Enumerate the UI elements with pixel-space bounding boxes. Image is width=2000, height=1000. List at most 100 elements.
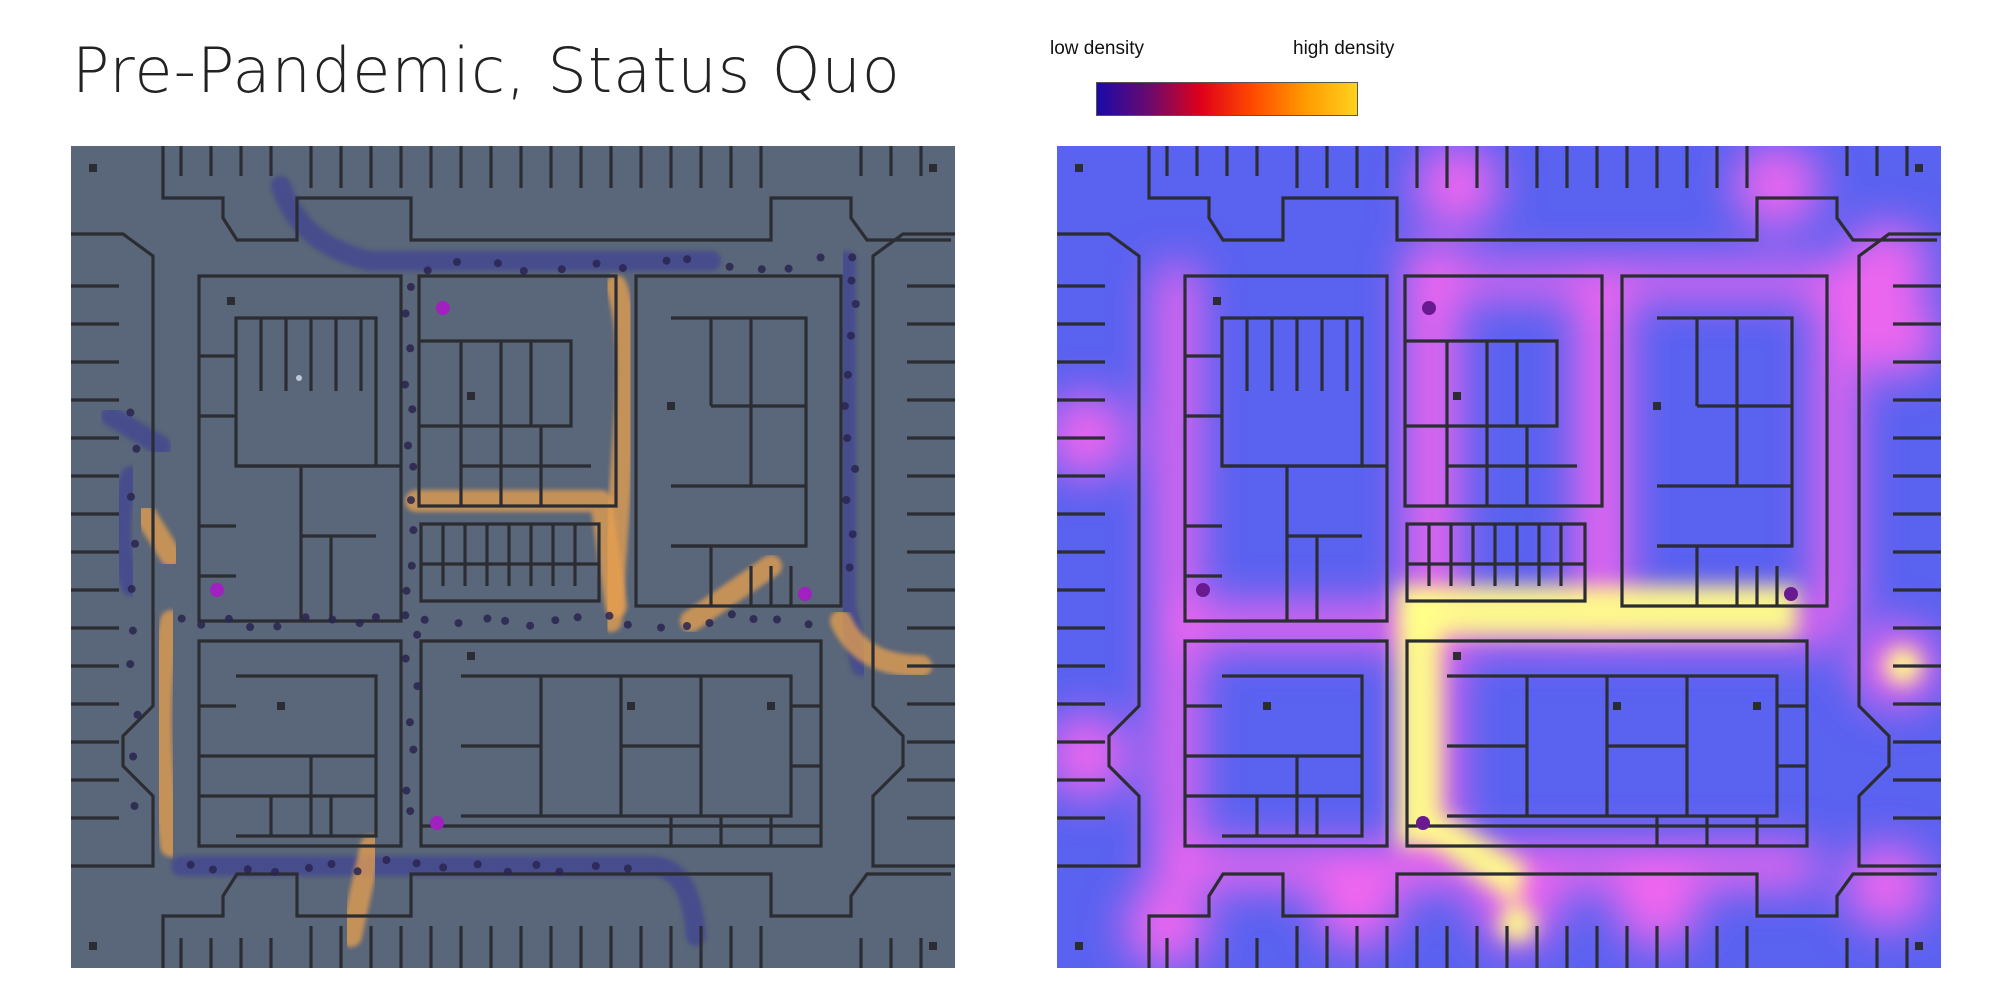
blue-occupant-paths <box>101 166 931 946</box>
wall-segment <box>419 639 823 848</box>
orange-path <box>150 610 182 857</box>
occupant-dot <box>407 561 416 570</box>
occupant-dot <box>129 752 138 761</box>
column-marker <box>1075 164 1083 172</box>
occupant-dot <box>453 258 461 266</box>
density-blob <box>1125 884 1209 968</box>
occupant-dot <box>840 402 849 410</box>
occupant-dot <box>412 859 421 868</box>
wall-segment <box>1657 318 1792 488</box>
occupant-dot <box>404 441 412 450</box>
occupant-dot <box>408 405 417 414</box>
light-dot <box>296 375 302 381</box>
occupant-dot <box>128 626 137 635</box>
occupant-dot <box>773 615 781 624</box>
blue-path <box>271 176 721 271</box>
column-marker <box>467 392 475 400</box>
occupant-dot <box>197 620 206 629</box>
wall-segment <box>1185 354 1222 578</box>
density-heatmap-panel <box>1057 146 1941 968</box>
occupant-dot <box>501 616 510 625</box>
occupant-dot <box>851 300 860 308</box>
occupant-dot <box>851 464 860 473</box>
floorplan-background <box>71 146 955 968</box>
wall-segment <box>669 816 773 846</box>
column-marker <box>1613 702 1621 710</box>
occupant-dot <box>843 370 852 379</box>
occupant-dot <box>555 867 564 876</box>
occupant-dot <box>406 282 415 291</box>
wall-segment <box>1183 639 1389 848</box>
wall-segment <box>1405 522 1587 603</box>
occupant-dot <box>132 444 141 453</box>
wall-segment <box>197 639 403 848</box>
high-density-blob <box>1499 906 1535 942</box>
occupant-dot <box>845 563 854 572</box>
legend-low-label: low density <box>1050 38 1144 59</box>
occupant-dot <box>662 256 671 265</box>
occupant-dot <box>683 255 692 264</box>
occupant-dot <box>705 619 714 627</box>
occupant-dot <box>749 615 758 623</box>
wall-segment <box>161 872 951 968</box>
occupant-dot <box>846 331 855 340</box>
occupant-dot <box>592 259 601 268</box>
occupant-dot <box>439 863 448 872</box>
occupant-dot <box>371 613 380 622</box>
column-marker <box>1453 392 1461 400</box>
wall-segment <box>299 466 376 621</box>
occupant-dot <box>847 276 856 285</box>
occupant-dot <box>127 492 135 501</box>
column-marker <box>89 164 97 172</box>
wall-segment <box>1183 274 1389 623</box>
highlight-dot <box>430 816 444 830</box>
wall-segment <box>461 676 703 816</box>
marker-dots <box>1196 301 1798 830</box>
orange-path <box>135 505 182 567</box>
column-marker <box>467 652 475 660</box>
occupant-dot <box>843 434 852 443</box>
occupant-dot <box>454 619 463 628</box>
wall-segment <box>419 522 601 603</box>
column-marker <box>227 297 235 305</box>
occupant-dot <box>657 623 665 632</box>
highlight-dot <box>436 301 450 315</box>
occupant-dot <box>246 623 255 631</box>
wall-segment <box>1405 639 1809 848</box>
density-region <box>1407 264 1857 296</box>
legend-high-label: high density <box>1293 38 1395 59</box>
wall-segment <box>1407 704 1807 828</box>
occupant-dot <box>727 610 736 619</box>
occupant-dot <box>532 860 541 869</box>
page-title: Pre-Pandemic, Status Quo <box>72 34 901 107</box>
blue-path <box>171 856 706 946</box>
occupant-dot <box>305 863 313 872</box>
highlight-dot <box>798 587 812 601</box>
occupant-dot <box>503 867 512 876</box>
wall-segment <box>419 339 573 428</box>
floorplan-walls <box>71 146 955 968</box>
occupant-dot <box>273 622 282 631</box>
column-marker <box>1263 702 1271 710</box>
density-blob <box>1855 294 1939 378</box>
occupant-dot <box>208 865 217 874</box>
occupant-dot <box>848 530 857 539</box>
occupant-dot <box>573 613 582 622</box>
occupant-dot <box>725 262 734 271</box>
wall-segment <box>1445 426 1577 506</box>
wall-segment <box>1403 274 1604 508</box>
high-density-region <box>1397 586 1442 846</box>
occupant-dot <box>401 654 410 663</box>
occupant-dot <box>413 630 422 639</box>
column-marker <box>767 702 775 710</box>
occupant-dot <box>402 786 411 795</box>
occupant-dot <box>126 408 135 417</box>
column-marker <box>627 702 635 710</box>
occupant-dots <box>126 253 860 876</box>
wall-segment <box>1405 339 1559 428</box>
wall-segment <box>1222 794 1362 836</box>
wall-segment <box>199 704 376 836</box>
occupant-dot <box>409 526 418 535</box>
occupant-dot <box>757 265 766 274</box>
marker-dot <box>1416 816 1430 830</box>
